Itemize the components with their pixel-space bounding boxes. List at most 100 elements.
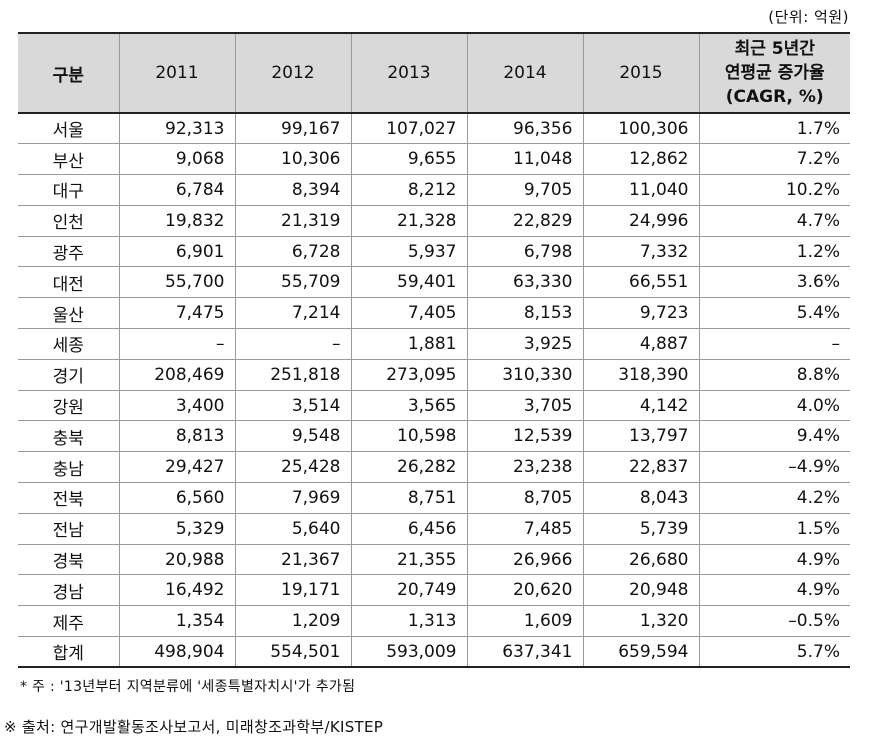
- table-row: 전남 5,329 5,640 6,456 7,485 5,739 1.5%: [18, 513, 850, 545]
- value-cell: 6,560: [118, 482, 235, 514]
- cagr-cell: 5.4%: [698, 297, 850, 330]
- value-cell: 96,356: [466, 113, 583, 145]
- header-year: 2011: [118, 32, 235, 114]
- value-cell: 1,209: [234, 605, 351, 638]
- value-cell: 6,784: [118, 174, 235, 206]
- region-cell: 대전: [18, 266, 119, 299]
- value-cell: 21,367: [234, 544, 351, 576]
- header-cagr-line: (CAGR, %): [725, 87, 824, 107]
- value-cell: 19,171: [234, 574, 351, 607]
- value-cell: 11,040: [582, 174, 699, 206]
- value-cell: 9,655: [350, 143, 467, 176]
- cagr-cell: –0.5%: [698, 605, 850, 638]
- value-cell: 100,306: [582, 113, 699, 145]
- value-cell: 6,901: [118, 236, 235, 268]
- region-cell: 제주: [18, 605, 119, 638]
- table-row: 충북 8,813 9,548 10,598 12,539 13,797 9.4%: [18, 420, 850, 453]
- value-cell: 66,551: [582, 266, 699, 299]
- cagr-cell: 3.6%: [698, 266, 850, 299]
- value-cell: 9,068: [118, 143, 235, 176]
- table-row: 합계 498,904 554,501 593,009 637,341 659,594 5.7…: [18, 636, 850, 669]
- region-cell: 대구: [18, 174, 119, 206]
- value-cell: 7,214: [234, 297, 351, 330]
- table-row: 경기 208,469 251,818 273,095 310,330 318,390 8.8…: [18, 359, 850, 391]
- cagr-cell: 1.5%: [698, 513, 850, 545]
- value-cell: 8,394: [234, 174, 351, 206]
- header-year: 2012: [234, 32, 351, 114]
- cagr-cell: 4.0%: [698, 390, 850, 422]
- value-cell: 318,390: [582, 359, 699, 391]
- value-cell: 3,514: [234, 390, 351, 422]
- rnd-expenditure-table: 구분 2011 2012 2013 2014 2015 최근 5년간 연평균 증…: [18, 32, 850, 669]
- table-header-row: 구분 2011 2012 2013 2014 2015 최근 5년간 연평균 증…: [18, 32, 850, 114]
- table-row: 서울 92,313 99,167 107,027 96,356 100,306 1.7%: [18, 113, 850, 145]
- table-row: 인천 19,832 21,319 21,328 22,829 24,996 4.7%: [18, 205, 850, 237]
- value-cell: 10,306: [234, 143, 351, 176]
- region-cell: 강원: [18, 390, 119, 422]
- value-cell: 8,043: [582, 482, 699, 514]
- value-cell: 3,705: [466, 390, 583, 422]
- region-cell: 충북: [18, 420, 119, 453]
- value-cell: 5,937: [350, 236, 467, 268]
- value-cell: 25,428: [234, 451, 351, 484]
- value-cell: –: [234, 328, 351, 360]
- value-cell: 24,996: [582, 205, 699, 237]
- value-cell: 29,427: [118, 451, 235, 484]
- value-cell: 7,485: [466, 513, 583, 545]
- cagr-cell: –: [698, 328, 850, 360]
- value-cell: 20,988: [118, 544, 235, 576]
- table-row: 울산 7,475 7,214 7,405 8,153 9,723 5.4%: [18, 297, 850, 330]
- value-cell: 310,330: [466, 359, 583, 391]
- cagr-cell: 7.2%: [698, 143, 850, 176]
- footnote: * 주 : '13년부터 지역분류에 '세종특별자치시'가 추가됨: [20, 679, 356, 695]
- value-cell: 13,797: [582, 420, 699, 453]
- region-cell: 합계: [18, 636, 119, 669]
- table-row: 경북 20,988 21,367 21,355 26,966 26,680 4.9%: [18, 544, 850, 576]
- value-cell: 7,405: [350, 297, 467, 330]
- table-row: 경남 16,492 19,171 20,749 20,620 20,948 4.9%: [18, 574, 850, 607]
- value-cell: 1,313: [350, 605, 467, 638]
- value-cell: 16,492: [118, 574, 235, 607]
- value-cell: 8,212: [350, 174, 467, 206]
- region-cell: 경북: [18, 544, 119, 576]
- region-cell: 인천: [18, 205, 119, 237]
- value-cell: 1,881: [350, 328, 467, 360]
- value-cell: 20,620: [466, 574, 583, 607]
- value-cell: 637,341: [466, 636, 583, 669]
- value-cell: 12,539: [466, 420, 583, 453]
- value-cell: 3,925: [466, 328, 583, 360]
- table-row: 대전 55,700 55,709 59,401 63,330 66,551 3.6%: [18, 266, 850, 299]
- value-cell: 6,798: [466, 236, 583, 268]
- value-cell: 8,813: [118, 420, 235, 453]
- region-cell: 세종: [18, 328, 119, 360]
- value-cell: 92,313: [118, 113, 235, 145]
- value-cell: 6,456: [350, 513, 467, 545]
- value-cell: 26,966: [466, 544, 583, 576]
- value-cell: 7,475: [118, 297, 235, 330]
- header-region: 구분: [18, 32, 119, 114]
- region-cell: 부산: [18, 143, 119, 176]
- cagr-cell: 9.4%: [698, 420, 850, 453]
- value-cell: 23,238: [466, 451, 583, 484]
- value-cell: 22,829: [466, 205, 583, 237]
- header-year: 2015: [582, 32, 699, 114]
- cagr-cell: 5.7%: [698, 636, 850, 669]
- value-cell: 593,009: [350, 636, 467, 669]
- table-row: 대구 6,784 8,394 8,212 9,705 11,040 10.2%: [18, 174, 850, 206]
- region-cell: 서울: [18, 113, 119, 145]
- table-body: 서울 92,313 99,167 107,027 96,356 100,306 1.7% 부산…: [18, 113, 850, 669]
- value-cell: 9,705: [466, 174, 583, 206]
- region-cell: 전남: [18, 513, 119, 545]
- value-cell: 8,751: [350, 482, 467, 514]
- value-cell: 5,640: [234, 513, 351, 545]
- value-cell: 26,282: [350, 451, 467, 484]
- value-cell: –: [118, 328, 235, 360]
- cagr-cell: 4.7%: [698, 205, 850, 237]
- table-row: 부산 9,068 10,306 9,655 11,048 12,862 7.2%: [18, 143, 850, 176]
- value-cell: 21,355: [350, 544, 467, 576]
- table-row: 충남 29,427 25,428 26,282 23,238 22,837 –4.9%: [18, 451, 850, 484]
- region-cell: 경남: [18, 574, 119, 607]
- table-row: 전북 6,560 7,969 8,751 8,705 8,043 4.2%: [18, 482, 850, 514]
- value-cell: 59,401: [350, 266, 467, 299]
- value-cell: 11,048: [466, 143, 583, 176]
